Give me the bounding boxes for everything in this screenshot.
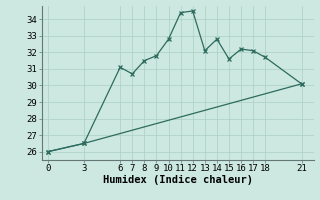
X-axis label: Humidex (Indice chaleur): Humidex (Indice chaleur) [103, 175, 252, 185]
